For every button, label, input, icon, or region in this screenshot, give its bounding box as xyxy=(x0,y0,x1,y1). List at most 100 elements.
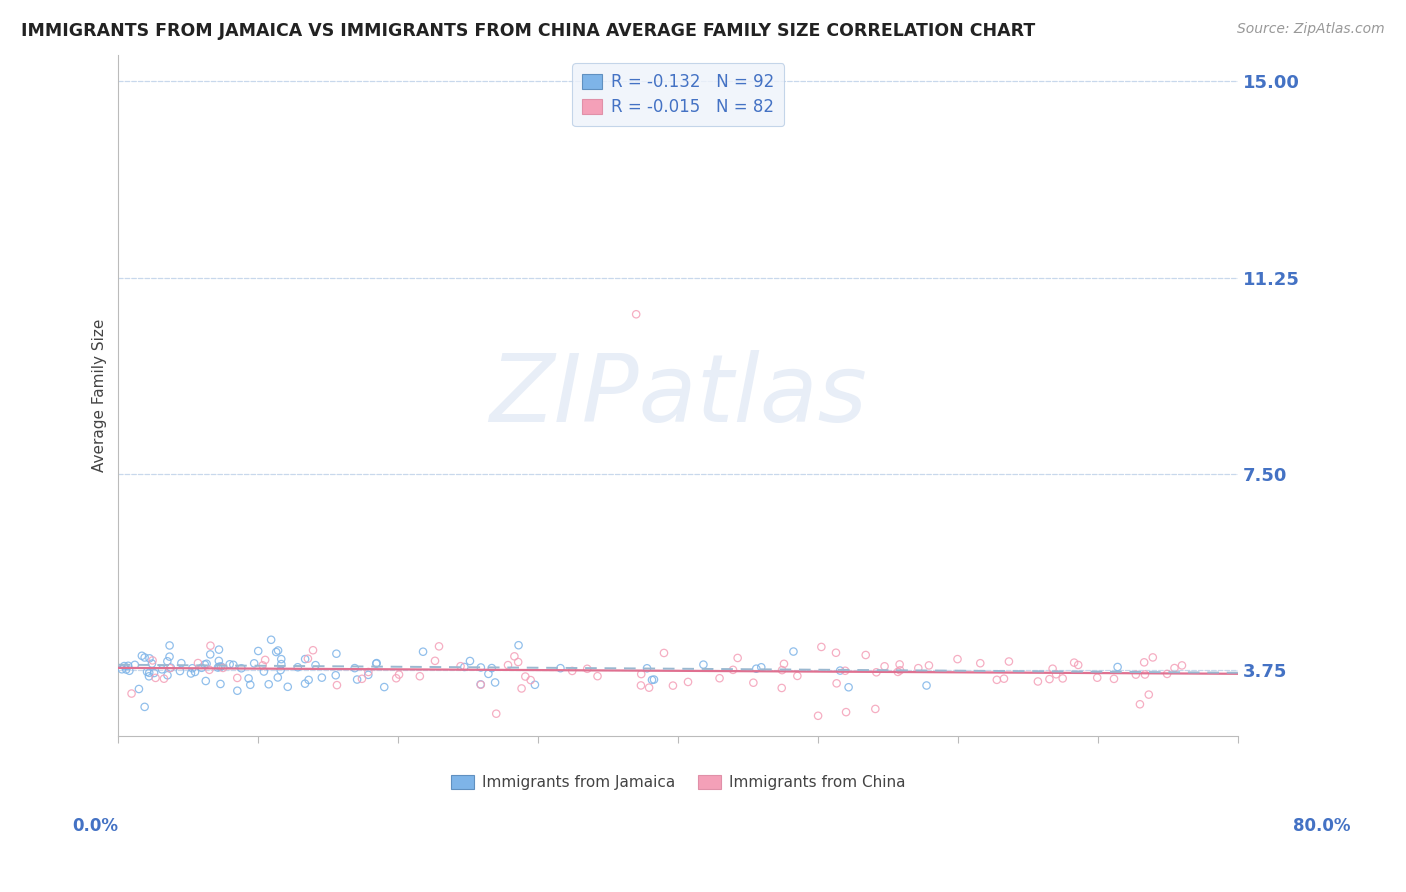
Point xyxy=(624,307,647,321)
Point xyxy=(145,671,167,685)
Point xyxy=(782,644,804,658)
Point xyxy=(200,648,222,662)
Point xyxy=(749,660,772,674)
Point xyxy=(270,652,292,666)
Point xyxy=(830,664,852,678)
Point xyxy=(218,657,240,672)
Point xyxy=(187,656,209,670)
Point xyxy=(117,658,139,673)
Point xyxy=(209,659,232,673)
Point xyxy=(243,657,266,671)
Point xyxy=(294,676,316,690)
Point xyxy=(1129,698,1152,712)
Point xyxy=(111,662,134,676)
Point xyxy=(510,681,533,696)
Point xyxy=(998,655,1021,669)
Point xyxy=(159,649,181,664)
Point xyxy=(993,672,1015,686)
Point xyxy=(865,665,887,680)
Point xyxy=(134,699,156,714)
Point xyxy=(423,654,446,668)
Point xyxy=(184,665,207,679)
Point xyxy=(343,661,366,675)
Point xyxy=(1133,667,1156,681)
Point xyxy=(561,664,583,678)
Point xyxy=(721,663,744,677)
Point xyxy=(226,671,249,685)
Point xyxy=(131,648,153,663)
Legend: Immigrants from Jamaica, Immigrants from China: Immigrants from Jamaica, Immigrants from… xyxy=(446,769,911,796)
Point xyxy=(138,665,160,680)
Point xyxy=(496,658,519,673)
Point xyxy=(153,672,176,686)
Point xyxy=(200,639,222,653)
Point xyxy=(470,678,492,692)
Point xyxy=(134,650,156,665)
Point xyxy=(247,644,270,658)
Point xyxy=(662,679,685,693)
Point xyxy=(252,658,274,673)
Point xyxy=(373,680,395,694)
Point xyxy=(128,681,150,696)
Point xyxy=(124,657,146,672)
Point xyxy=(208,659,231,673)
Point xyxy=(1102,672,1125,686)
Point xyxy=(350,672,373,686)
Point xyxy=(825,646,848,660)
Point xyxy=(302,643,325,657)
Point xyxy=(159,660,181,674)
Point xyxy=(267,643,290,657)
Point xyxy=(270,657,292,672)
Point xyxy=(470,677,492,691)
Point xyxy=(254,653,277,667)
Point xyxy=(388,667,411,681)
Point xyxy=(770,681,793,695)
Point xyxy=(1107,660,1129,674)
Point xyxy=(458,654,481,668)
Point xyxy=(190,661,212,675)
Point xyxy=(485,706,508,721)
Point xyxy=(1085,671,1108,685)
Point xyxy=(986,673,1008,687)
Point xyxy=(838,680,860,694)
Point xyxy=(652,646,675,660)
Point xyxy=(1045,667,1067,681)
Point xyxy=(550,661,572,675)
Point xyxy=(267,670,290,684)
Point xyxy=(1142,650,1164,665)
Text: 80.0%: 80.0% xyxy=(1294,817,1350,835)
Y-axis label: Average Family Size: Average Family Size xyxy=(93,318,107,472)
Point xyxy=(515,669,537,683)
Point xyxy=(889,657,911,672)
Point xyxy=(195,657,218,671)
Point xyxy=(1038,672,1060,686)
Point xyxy=(207,660,229,674)
Point xyxy=(638,681,661,695)
Point xyxy=(807,708,830,723)
Point xyxy=(855,648,877,662)
Point xyxy=(298,673,321,687)
Point xyxy=(257,677,280,691)
Point xyxy=(208,642,231,657)
Point xyxy=(121,687,143,701)
Point xyxy=(238,672,260,686)
Text: Source: ZipAtlas.com: Source: ZipAtlas.com xyxy=(1237,22,1385,37)
Point xyxy=(1125,667,1147,681)
Point xyxy=(198,663,221,677)
Point xyxy=(503,649,526,664)
Point xyxy=(641,673,664,687)
Point xyxy=(357,665,380,679)
Point xyxy=(865,702,887,716)
Point xyxy=(143,666,166,681)
Point xyxy=(810,640,832,654)
Point xyxy=(508,655,530,669)
Point xyxy=(142,653,165,667)
Point xyxy=(907,661,929,675)
Point xyxy=(412,645,434,659)
Point xyxy=(136,665,159,679)
Point xyxy=(676,675,699,690)
Point xyxy=(325,647,347,661)
Point xyxy=(873,659,896,673)
Point xyxy=(156,654,179,668)
Point xyxy=(576,662,599,676)
